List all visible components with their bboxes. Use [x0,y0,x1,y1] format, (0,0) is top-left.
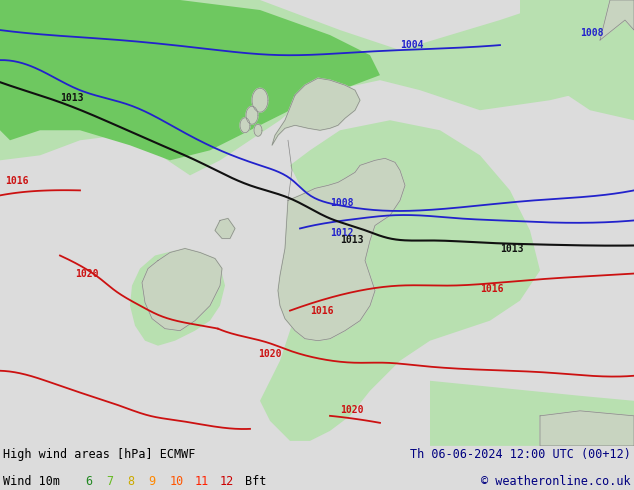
Polygon shape [430,381,634,446]
Text: 1020: 1020 [258,349,281,359]
Polygon shape [254,124,262,136]
Text: 7: 7 [107,475,113,488]
Text: Wind 10m: Wind 10m [3,475,60,488]
Text: 1004: 1004 [400,40,424,50]
Polygon shape [600,0,634,40]
Polygon shape [260,120,540,441]
Text: High wind areas [hPa] ECMWF: High wind areas [hPa] ECMWF [3,448,195,461]
Text: 1016: 1016 [480,284,503,294]
Polygon shape [130,250,225,346]
Text: Bft: Bft [245,475,267,488]
Text: © weatheronline.co.uk: © weatheronline.co.uk [481,475,631,488]
Text: 10: 10 [169,475,183,488]
Polygon shape [252,88,268,112]
Text: 1013: 1013 [340,236,363,245]
Polygon shape [272,78,360,146]
Text: 1012: 1012 [330,228,354,239]
Text: 11: 11 [195,475,209,488]
Text: 1020: 1020 [75,269,98,278]
Text: 1016: 1016 [5,176,29,186]
Text: 1020: 1020 [340,405,363,415]
Polygon shape [278,158,405,341]
Text: 1008: 1008 [330,198,354,208]
Text: 1013: 1013 [500,245,524,254]
Text: Th 06-06-2024 12:00 UTC (00+12): Th 06-06-2024 12:00 UTC (00+12) [410,448,631,461]
Polygon shape [142,248,222,331]
Polygon shape [0,0,380,160]
Text: 1008: 1008 [580,28,604,38]
Polygon shape [540,411,634,446]
Text: 6: 6 [86,475,93,488]
Polygon shape [0,0,634,175]
Polygon shape [520,0,634,120]
Text: 9: 9 [148,475,155,488]
Text: 1016: 1016 [310,306,333,316]
Text: 8: 8 [127,475,134,488]
Polygon shape [240,118,250,133]
Text: 12: 12 [220,475,234,488]
Text: 1013: 1013 [60,93,84,103]
Polygon shape [215,219,235,239]
Polygon shape [246,106,258,124]
